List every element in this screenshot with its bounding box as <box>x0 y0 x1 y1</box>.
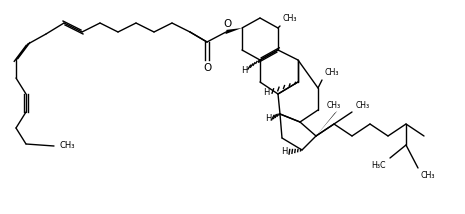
Text: CH₃: CH₃ <box>324 67 339 76</box>
Text: CH₃: CH₃ <box>59 141 74 150</box>
Text: CH₃: CH₃ <box>282 13 297 22</box>
Polygon shape <box>226 28 242 34</box>
Text: CH₃: CH₃ <box>420 171 434 180</box>
Text: H₃C: H₃C <box>372 162 386 171</box>
Text: O: O <box>223 19 231 29</box>
Polygon shape <box>316 111 338 136</box>
Text: CH₃: CH₃ <box>327 101 341 110</box>
Text: H: H <box>265 113 271 122</box>
Text: CH₃: CH₃ <box>356 101 370 110</box>
Text: H: H <box>263 88 269 97</box>
Text: H: H <box>281 147 287 156</box>
Text: O: O <box>203 63 211 73</box>
Text: H: H <box>241 65 247 74</box>
